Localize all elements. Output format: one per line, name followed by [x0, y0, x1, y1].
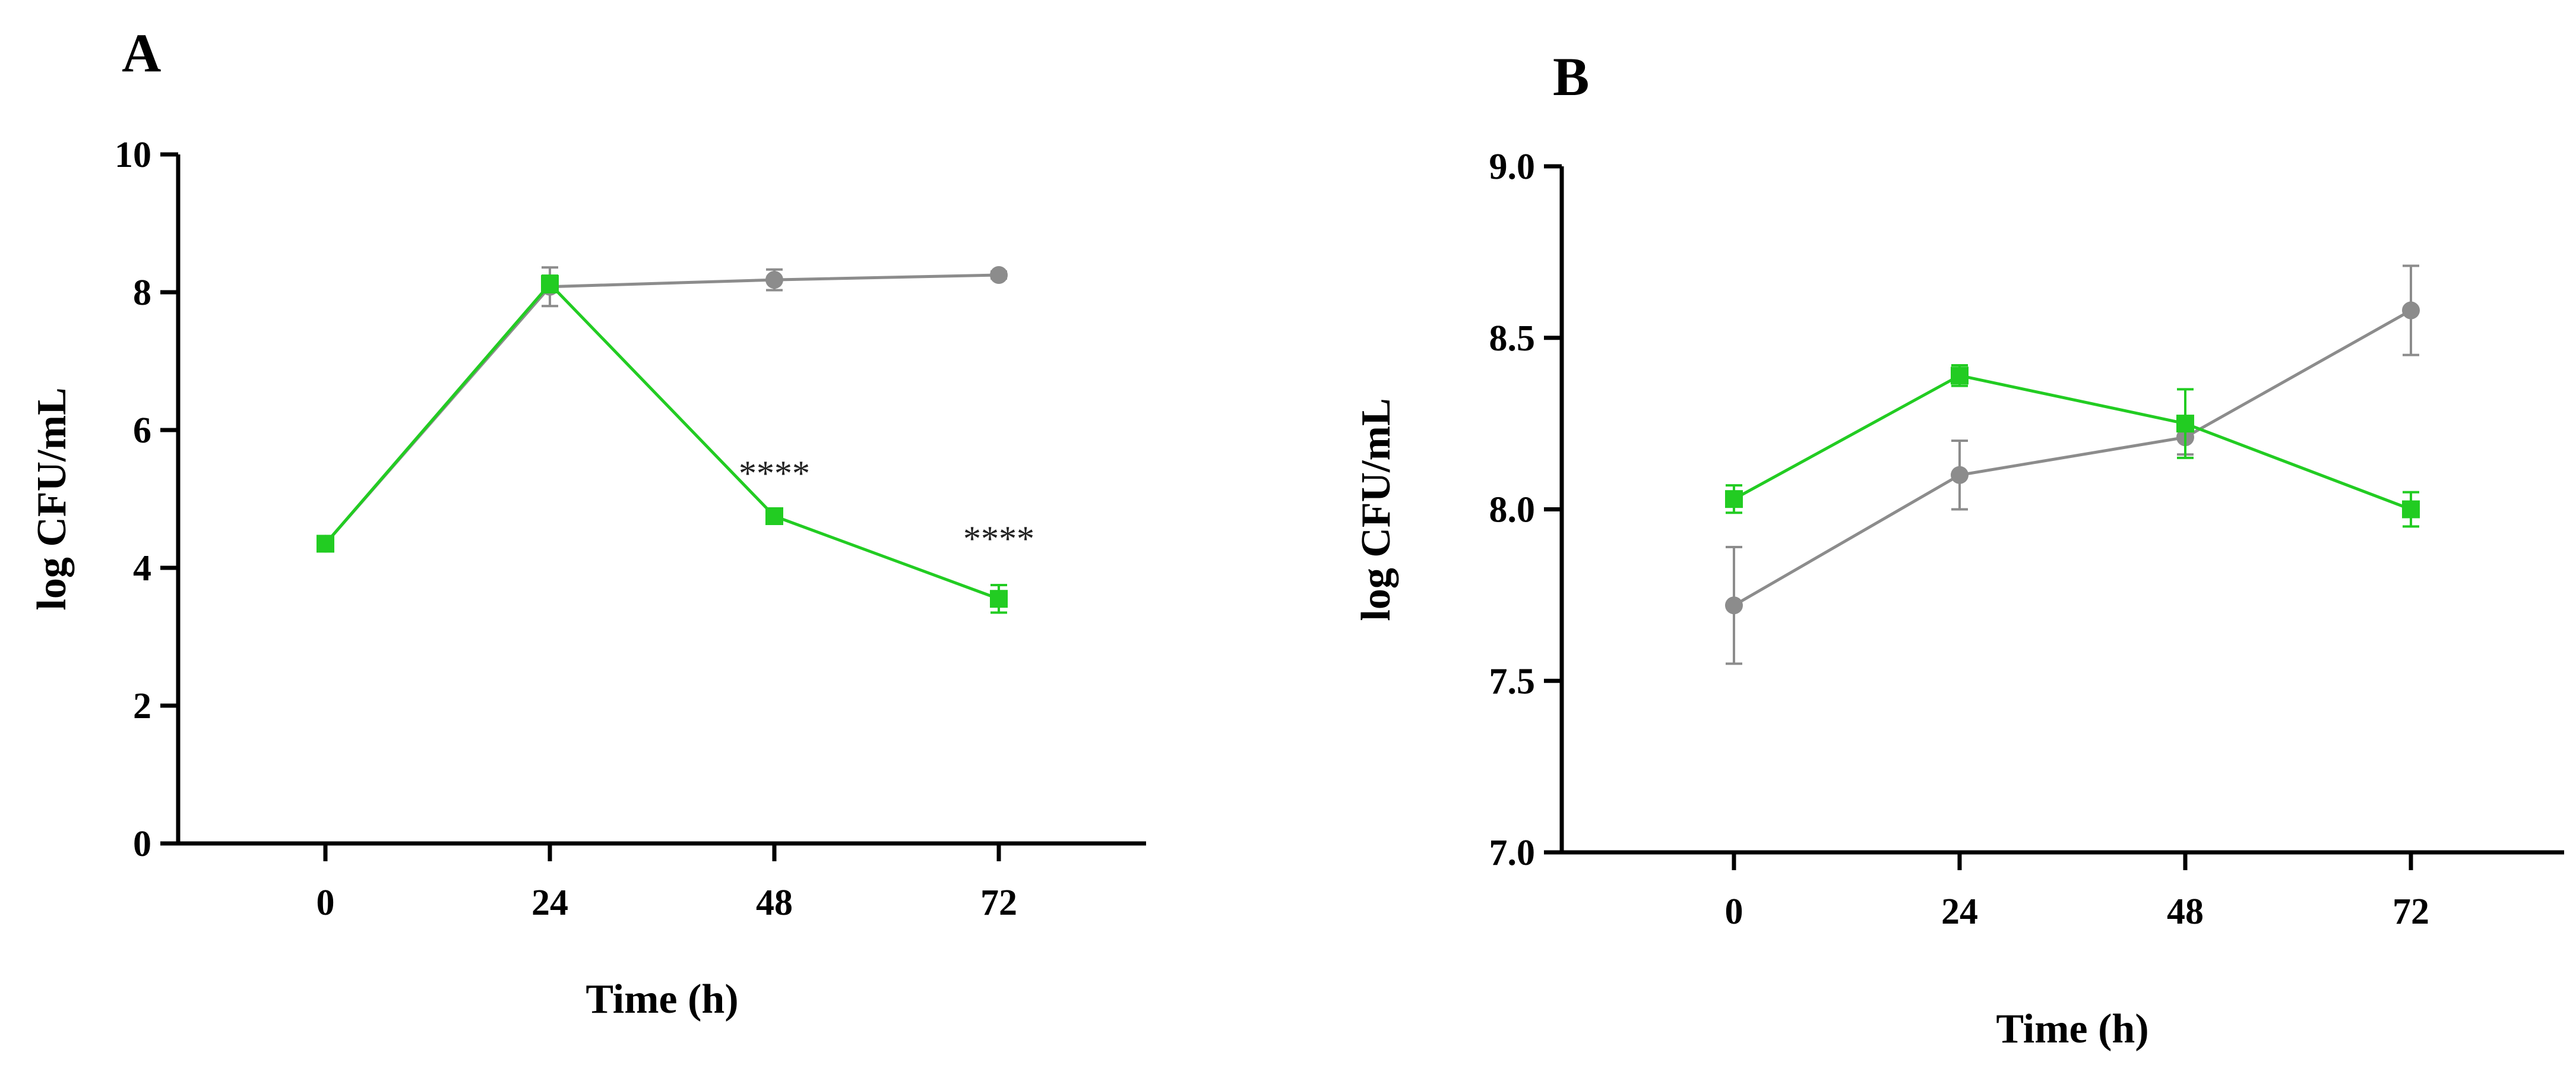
panel-b-y-tick-label: 7.0 [1489, 833, 1536, 873]
panel-a-x-tick-label: 72 [980, 883, 1017, 923]
panel-a-y-tick-label: 6 [133, 410, 151, 451]
panel-a-x-tick-label: 0 [317, 883, 335, 923]
panel-b-y-tick-label: 8.5 [1489, 318, 1536, 359]
panel-b-control-point [1951, 466, 1969, 484]
panel-a-control-point [765, 271, 783, 289]
panel-a-letter: A [122, 23, 161, 83]
panel-b-x-tick-label: 48 [2167, 892, 2204, 932]
panel-a-x-tick-label: 48 [756, 883, 793, 923]
panel-b: B 7.0 7.5 8.0 8.5 9.0 0 24 48 72 Time (h) log CFU/m… [1353, 46, 2564, 1052]
panel-b-y-tick-label: 9.0 [1489, 147, 1536, 187]
panel-b-treated-point [1725, 490, 1743, 508]
panel-b-y-tick-label: 8.0 [1489, 490, 1536, 530]
panel-a-control-line [324, 273, 999, 545]
panel-b-control-point [1725, 596, 1743, 615]
panel-a-treated-point [317, 535, 334, 553]
panel-b-treated-point [2176, 415, 2194, 433]
panel-b-control-series [1725, 264, 2420, 665]
panel-a-control-series [317, 266, 1008, 553]
panel-b-control-line [1733, 309, 2412, 607]
panel-a-treated-series [317, 274, 1008, 614]
panel-a-significance-label: **** [739, 454, 810, 493]
panel-b-treated-line [1733, 374, 2412, 511]
panel-a-y-tick-label: 8 [133, 273, 151, 313]
panel-a-y-axis-title: log CFU/mL [29, 387, 75, 610]
panel-b-y-axis-title: log CFU/mL [1353, 398, 1399, 621]
panel-b-x-axis-title: Time (h) [1996, 1006, 2148, 1052]
panel-a-y-tick-label: 10 [115, 135, 151, 175]
panel-a-treated-point [765, 507, 783, 525]
panel-a-treated-point [990, 590, 1008, 608]
panel-b-x-tick-label: 0 [1725, 892, 1743, 932]
panel-b-treated-series [1725, 364, 2420, 528]
panel-a-significance-label: **** [963, 519, 1034, 558]
panel-a-control-point [990, 266, 1008, 284]
panel-b-letter: B [1553, 46, 1589, 107]
panel-b-y-tick-label: 7.5 [1489, 661, 1536, 701]
panel-a-y-tick-label: 0 [133, 824, 151, 864]
panel-b-x-tick-label: 24 [1941, 892, 1978, 932]
panel-a-y-tick-label: 2 [133, 686, 151, 726]
panel-b-treated-point [1951, 366, 1969, 385]
panel-a-treated-point [541, 275, 559, 293]
panel-b-x-tick-label: 72 [2393, 892, 2429, 932]
panel-b-treated-point [2402, 500, 2420, 519]
panel-b-control-point [2402, 301, 2420, 320]
panel-a-x-axis-title: Time (h) [586, 976, 738, 1022]
panel-a-y-tick-label: 4 [133, 548, 151, 589]
panel-a-treated-line [324, 282, 999, 601]
panel-a-x-tick-label: 24 [531, 883, 568, 923]
